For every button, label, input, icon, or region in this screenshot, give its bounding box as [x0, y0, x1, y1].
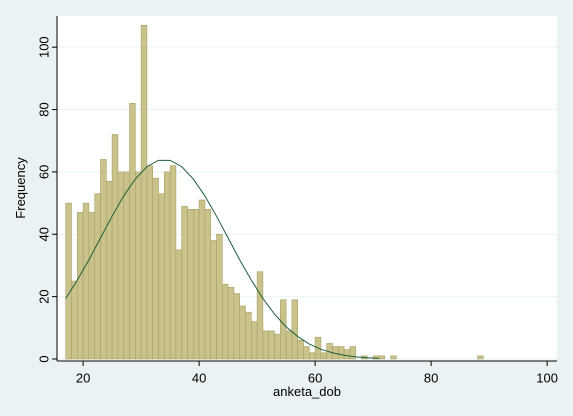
bar — [88, 212, 96, 360]
bar — [256, 271, 264, 360]
bar — [309, 352, 316, 360]
bar — [152, 177, 159, 360]
bar — [146, 165, 154, 360]
bar — [477, 355, 484, 360]
y-axis-label: Frequency — [13, 157, 28, 219]
x-tick-label: 80 — [424, 370, 438, 385]
bar — [338, 346, 345, 360]
y-tick-label: 0 — [36, 355, 51, 362]
y-tick-label: 40 — [36, 227, 51, 241]
bar — [343, 349, 351, 360]
bar — [245, 311, 252, 360]
bar — [349, 346, 357, 360]
bar — [222, 283, 229, 360]
bar — [164, 171, 171, 360]
bar — [82, 202, 90, 360]
x-tick-label: 40 — [192, 370, 206, 385]
x-axis-label: anketa_dob — [273, 384, 341, 399]
bar — [71, 280, 78, 360]
bar — [390, 355, 397, 360]
bar — [216, 233, 223, 360]
bar — [117, 171, 125, 360]
bar — [100, 159, 107, 360]
bar — [274, 333, 281, 360]
bar — [175, 249, 183, 360]
y-tick-label: 60 — [36, 165, 51, 179]
x-tick-label: 60 — [308, 370, 322, 385]
bar — [268, 330, 275, 360]
bar — [251, 321, 258, 360]
bar — [297, 339, 304, 360]
y-tick-label: 100 — [36, 36, 51, 58]
bar — [140, 25, 148, 360]
bar — [320, 352, 328, 360]
bar — [94, 193, 101, 360]
y-tick-label: 20 — [36, 289, 51, 303]
bar — [193, 209, 200, 360]
bar — [233, 293, 241, 360]
bar — [181, 205, 188, 360]
bar — [158, 193, 165, 360]
bar — [303, 346, 310, 360]
bar — [65, 202, 72, 360]
bar — [262, 330, 270, 360]
x-tick-label: 20 — [76, 370, 90, 385]
bar — [77, 212, 84, 360]
bar — [378, 355, 386, 360]
bar — [204, 209, 212, 360]
bar — [198, 199, 206, 360]
bar — [135, 171, 142, 360]
bar — [227, 286, 235, 360]
bar — [129, 103, 136, 360]
bar — [280, 299, 287, 360]
bar — [291, 299, 299, 360]
bar — [169, 165, 177, 360]
bar — [106, 180, 113, 360]
bar — [187, 209, 194, 360]
bar — [123, 171, 130, 360]
bar — [285, 330, 293, 360]
bar — [111, 134, 119, 360]
y-tick-label: 80 — [36, 102, 51, 116]
bar — [210, 240, 217, 360]
bar — [239, 305, 246, 360]
normal-curve — [65, 159, 379, 359]
x-tick-label: 100 — [536, 370, 558, 385]
